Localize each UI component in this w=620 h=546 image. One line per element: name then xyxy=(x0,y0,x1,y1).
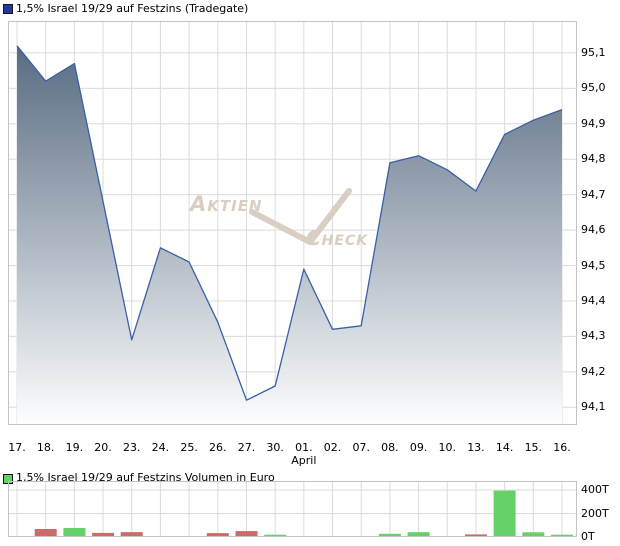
price-y-tick-label: 95,1 xyxy=(581,45,606,59)
price-y-tick-label: 94,2 xyxy=(581,364,606,378)
volume-bar xyxy=(206,533,229,537)
volume-bar xyxy=(378,533,401,537)
x-tick-label: 09. xyxy=(409,441,428,454)
price-y-tick-label: 94,5 xyxy=(581,258,606,272)
price-y-tick-label: 94,9 xyxy=(581,116,606,130)
x-tick-label: 16. xyxy=(553,441,571,454)
x-tick-label: 14. xyxy=(495,441,514,454)
x-tick-label: 08. xyxy=(381,441,399,454)
plot-border xyxy=(8,21,577,425)
price-y-tick-label: 94,1 xyxy=(581,400,606,414)
volume-chart-canvas xyxy=(8,481,577,537)
volume-bar xyxy=(493,490,516,537)
price-y-tick-label: 94,4 xyxy=(581,293,606,307)
price-y-tick-label: 94,3 xyxy=(581,329,606,343)
x-tick-label: 02. xyxy=(323,441,342,454)
x-tick-label: 24. xyxy=(151,441,170,454)
x-tick-label: 01. xyxy=(295,441,313,454)
x-tick-label: 26. xyxy=(209,441,227,454)
x-tick-label: 23. xyxy=(122,441,141,454)
price-chart-canvas xyxy=(8,21,577,426)
x-tick-label: 25. xyxy=(180,441,198,454)
price-y-tick-label: 95,0 xyxy=(581,81,606,95)
price-y-tick-label: 94,8 xyxy=(581,152,606,166)
price-chart xyxy=(8,21,577,428)
x-tick-label: 27. xyxy=(237,441,256,454)
price-y-tick-label: 94,7 xyxy=(581,187,606,201)
x-tick-label: 10. xyxy=(438,441,457,454)
price-area-series xyxy=(17,45,562,426)
price-series-marker-icon xyxy=(3,4,13,14)
x-tick-label: 07. xyxy=(352,441,370,454)
x-tick-label: 30. xyxy=(266,441,284,454)
x-tick-label: 20. xyxy=(94,441,112,454)
volume-chart xyxy=(8,481,577,540)
volume-y-tick-label: 0T xyxy=(581,530,595,543)
volume-bar xyxy=(120,532,143,537)
volume-bar xyxy=(63,528,86,537)
x-tick-label: 13. xyxy=(467,441,485,454)
volume-chart-title: 1,5% Israel 19/29 auf Festzins Volumen i… xyxy=(16,471,275,484)
volume-bar xyxy=(522,532,545,537)
x-axis-month-label: April xyxy=(291,454,317,467)
volume-bar xyxy=(264,534,287,537)
price-chart-title: 1,5% Israel 19/29 auf Festzins (Tradegat… xyxy=(16,2,249,15)
volume-bar xyxy=(92,532,115,537)
x-tick-label: 19. xyxy=(65,441,84,454)
volume-bar xyxy=(407,532,430,537)
volume-y-tick-label: 200T xyxy=(581,506,609,520)
volume-bar xyxy=(464,534,487,537)
volume-bar xyxy=(551,534,573,537)
volume-bar xyxy=(235,531,258,537)
x-tick-label: 18. xyxy=(36,441,55,454)
plot-border xyxy=(8,481,577,537)
volume-y-tick-label: 400T xyxy=(581,483,609,497)
x-tick-label: 15. xyxy=(524,441,543,454)
price-line-series xyxy=(16,45,563,401)
x-tick-label: 17. xyxy=(8,441,26,454)
price-y-tick-label: 94,6 xyxy=(581,223,606,237)
volume-bar xyxy=(34,529,57,537)
